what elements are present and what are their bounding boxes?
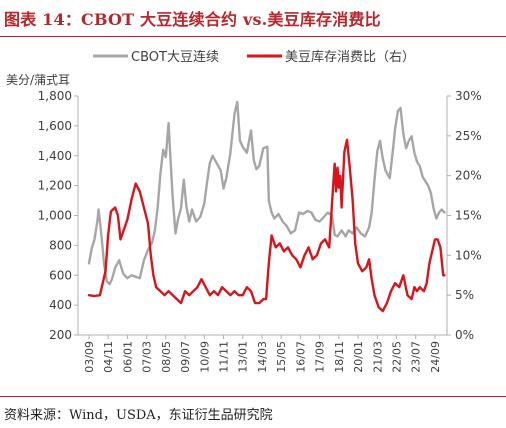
x-tick-label: 07/03 [141,341,154,373]
x-tick-label: 03/09 [83,341,96,373]
x-tick-label: 21/03 [371,341,384,373]
x-tick-label: 10/09 [198,341,211,373]
right-y-tick-label: 25% [455,129,482,143]
left-y-tick-label: 600 [49,268,72,282]
figure-title: 图表 14：CBOT 大豆连续合约 vs.美豆库存消费比 [4,10,381,29]
x-tick-label: 23/07 [410,341,423,373]
left-y-tick-label: 400 [49,298,72,312]
x-tick-label: 22/05 [390,341,403,373]
x-tick-label: 08/05 [160,341,173,373]
right-y-tick-label: 15% [455,209,482,223]
right-y-tick-label: 20% [455,169,482,183]
x-tick-label: 17/09 [314,341,327,373]
x-tick-label: 09/07 [179,341,192,373]
left-y-tick-label: 1,200 [38,179,72,193]
right-y-tick-label: 30% [455,89,482,103]
dual-axis-line-chart: CBOT大豆连续 美豆库存消费比（右） 美分/蒲式耳 200 400 600 800 1… [6,49,482,373]
left-y-tick-label: 1,400 [38,149,72,163]
x-tick-label: 14/03 [256,341,269,373]
chart-series [87,100,446,313]
left-y-tick-label: 1,000 [38,209,72,223]
x-tick-label: 11/11 [217,341,230,373]
left-axis-unit-label: 美分/蒲式耳 [6,73,70,87]
x-tick-label: 20/01 [352,341,365,373]
title-divider [0,36,506,37]
x-tick-label: 16/07 [294,341,307,373]
x-tick-label: 18/11 [333,341,346,373]
x-tick-label: 04/11 [102,341,115,373]
right-y-tick-label: 10% [455,248,482,262]
chart-legend: CBOT大豆连续 美豆库存消费比（右） [93,49,415,65]
right-y-tick-label: 0% [455,328,474,342]
right-y-tick-label: 5% [455,288,474,302]
x-tick-label: 06/01 [121,341,134,373]
x-tick-label: 24/09 [429,341,442,373]
source-divider [0,396,506,397]
left-y-tick-label: 1,800 [38,89,72,103]
series-line-us-soybean-stock-to-use [87,138,446,313]
series-line-cbot-soybean-price [87,100,446,286]
x-tick-label: 13/01 [237,341,250,373]
x-tick-label: 15/05 [275,341,288,373]
figure-source: 资料来源：Wind，USDA，东证衍生品研究院 [4,408,273,423]
legend-label-ratio: 美豆库存消费比（右） [285,49,415,65]
legend-label-price: CBOT大豆连续 [131,49,219,65]
left-y-tick-label: 1,600 [38,119,72,133]
chart-axes: 200 400 600 800 1,000 1,200 1,400 1,600 1,800 0% 5… [38,89,482,373]
left-y-tick-label: 800 [49,238,72,252]
left-y-tick-label: 200 [49,328,72,342]
